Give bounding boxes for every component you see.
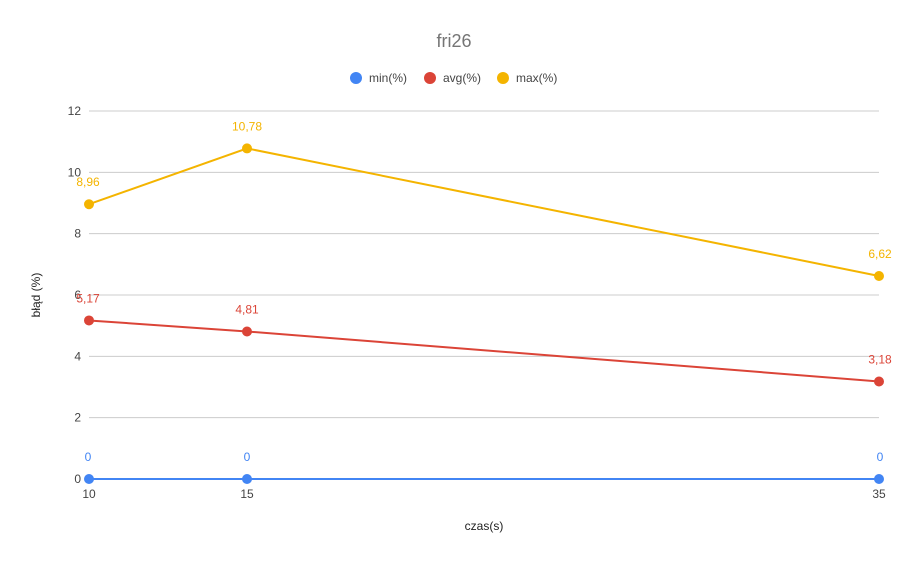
data-point[interactable] [874,474,884,484]
data-label: 6,62 [868,247,892,261]
data-labels: 0 0 0 5,17 4,81 3,18 8,96 10,78 6,62 [76,119,892,464]
x-axis-title: czas(s) [465,519,504,533]
data-point[interactable] [84,315,94,326]
x-tick-label: 10 [82,487,96,501]
x-axis-ticks: 10 15 35 [82,487,886,501]
y-tick-label: 10 [68,165,82,179]
y-tick-label: 12 [68,104,82,118]
legend-marker [497,72,509,84]
legend-label: max(%) [516,71,557,85]
legend-marker [424,72,436,84]
legend-marker [350,72,362,84]
series-points [84,143,884,484]
y-tick-label: 8 [74,227,81,241]
data-label: 8,96 [76,175,100,189]
legend: min(%) avg(%) max(%) [350,71,557,85]
data-point[interactable] [874,376,884,387]
y-tick-label: 4 [74,349,81,363]
data-label: 5,17 [76,291,100,305]
legend-label: min(%) [369,71,407,85]
data-point[interactable] [84,474,94,484]
legend-item[interactable]: min(%) [350,71,407,85]
y-tick-label: 0 [74,472,81,486]
data-point[interactable] [242,143,252,154]
x-tick-label: 35 [872,487,886,501]
legend-item[interactable]: max(%) [497,71,557,85]
data-label: 0 [244,450,251,464]
y-axis-ticks: 0 2 4 6 8 10 12 [68,104,82,486]
data-point[interactable] [874,270,884,281]
data-point[interactable] [84,199,94,210]
y-axis-title: błąd (%) [29,273,43,318]
x-tick-label: 15 [240,487,254,501]
data-label: 4,81 [235,302,259,316]
data-point[interactable] [242,326,252,337]
data-label: 0 [85,450,92,464]
data-label: 10,78 [232,119,262,133]
data-label: 3,18 [868,352,892,366]
legend-item[interactable]: avg(%) [424,71,481,85]
data-point[interactable] [242,474,252,484]
legend-label: avg(%) [443,71,481,85]
y-tick-label: 2 [74,411,81,425]
data-label: 0 [877,450,884,464]
chart-title: fri26 [436,31,471,51]
y-tick-label: 6 [74,288,81,302]
